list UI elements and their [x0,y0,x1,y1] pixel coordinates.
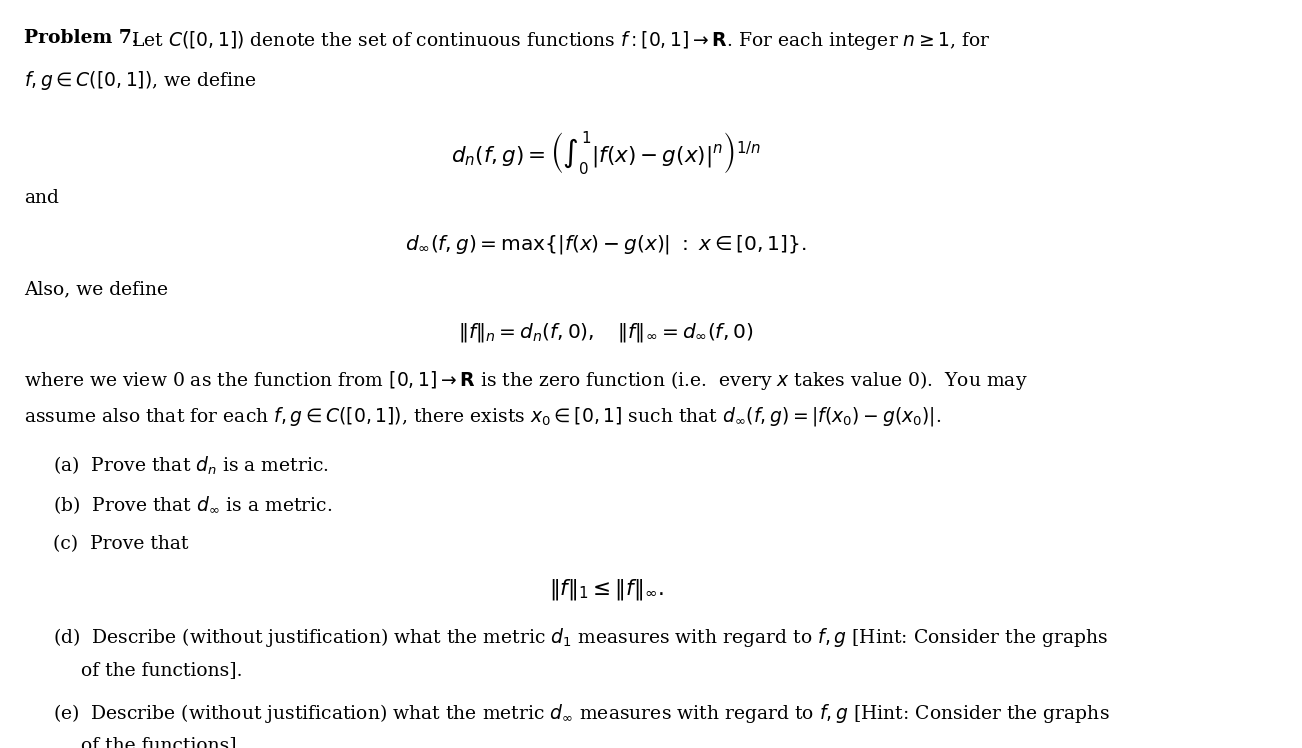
Text: Also, we define: Also, we define [25,280,168,298]
Text: of the functions].: of the functions]. [81,737,242,748]
Text: $d_n(f,g) = \left( \int_0^1 |f(x) - g(x)|^n \right)^{1/n}$: $d_n(f,g) = \left( \int_0^1 |f(x) - g(x)… [450,129,762,177]
Text: $\|f\|_n = d_n(f,0), \quad \|f\|_\infty = d_\infty(f,0)$: $\|f\|_n = d_n(f,0), \quad \|f\|_\infty … [458,322,754,345]
Text: (d)  Describe (without justification) what the metric $d_1$ measures with regard: (d) Describe (without justification) wha… [53,626,1108,649]
Text: $d_\infty(f,g) = \max\{|f(x) - g(x)|\ :\ x \in [0,1]\}.$: $d_\infty(f,g) = \max\{|f(x) - g(x)|\ :\… [405,233,807,256]
Text: (a)  Prove that $d_n$ is a metric.: (a) Prove that $d_n$ is a metric. [53,455,329,477]
Text: $\|f\|_1 \leq \|f\|_\infty.$: $\|f\|_1 \leq \|f\|_\infty.$ [548,577,664,602]
Text: (e)  Describe (without justification) what the metric $d_\infty$ measures with r: (e) Describe (without justification) wha… [53,702,1111,725]
Text: assume also that for each $f, g \in C([0,1])$, there exists $x_0 \in [0,1]$ such: assume also that for each $f, g \in C([0… [25,405,941,428]
Text: (b)  Prove that $d_\infty$ is a metric.: (b) Prove that $d_\infty$ is a metric. [53,494,333,516]
Text: Problem 7.: Problem 7. [25,29,139,47]
Text: $f, g \in C([0,1])$, we define: $f, g \in C([0,1])$, we define [25,69,258,92]
Text: and: and [25,188,60,206]
Text: where we view 0 as the function from $[0,1] \rightarrow \mathbf{R}$ is the zero : where we view 0 as the function from $[0… [25,370,1029,392]
Text: of the functions].: of the functions]. [81,660,242,678]
Text: (c)  Prove that: (c) Prove that [53,535,189,553]
Text: Let $C([0,1])$ denote the set of continuous functions $f: [0,1] \rightarrow \mat: Let $C([0,1])$ denote the set of continu… [130,29,991,52]
